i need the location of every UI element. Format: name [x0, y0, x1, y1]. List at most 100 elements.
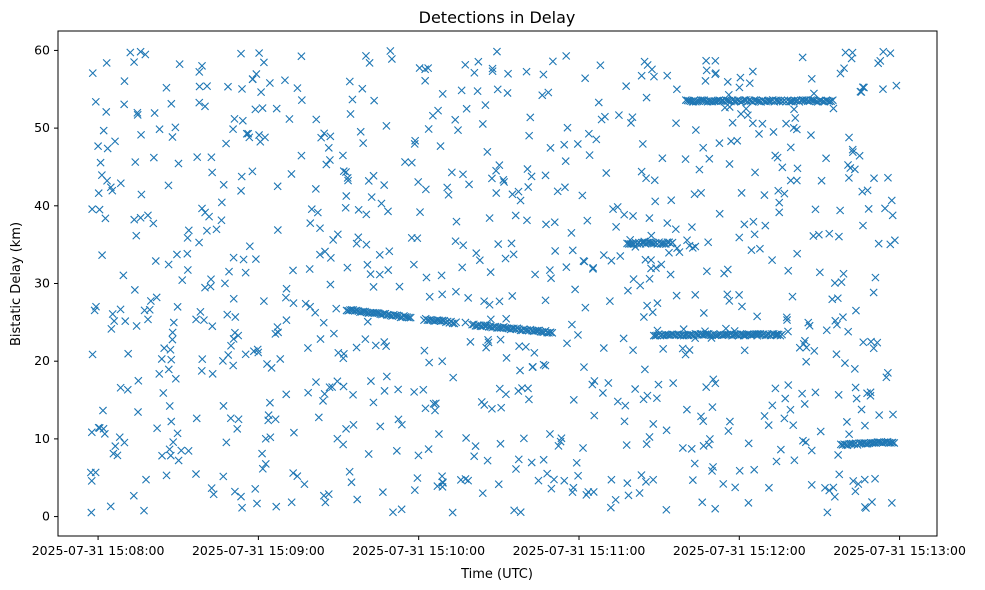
- data-point: [202, 226, 211, 235]
- data-point: [731, 483, 740, 492]
- data-point: [544, 88, 553, 97]
- data-point: [111, 137, 120, 146]
- data-point: [649, 72, 658, 81]
- data-point: [775, 208, 784, 217]
- data-point: [167, 417, 176, 426]
- data-point: [171, 374, 180, 383]
- data-point: [530, 348, 539, 357]
- data-point: [874, 239, 883, 248]
- data-point: [685, 241, 694, 250]
- data-point: [850, 165, 859, 174]
- y-tick-label: 10: [34, 431, 50, 446]
- data-point: [169, 438, 178, 447]
- data-point: [391, 311, 400, 320]
- data-point: [782, 313, 791, 322]
- data-point: [775, 198, 784, 207]
- data-point: [456, 475, 465, 484]
- data-point: [207, 275, 215, 284]
- data-point: [101, 214, 110, 223]
- data-point: [162, 83, 171, 92]
- data-point: [572, 458, 581, 467]
- data-point: [702, 383, 711, 392]
- data-point: [219, 180, 228, 189]
- data-point: [697, 412, 705, 421]
- data-point: [579, 256, 588, 265]
- data-point: [511, 325, 520, 334]
- data-point: [647, 231, 656, 240]
- data-point: [859, 83, 868, 92]
- data-point: [567, 228, 576, 237]
- data-point: [111, 442, 120, 451]
- data-point: [887, 498, 896, 507]
- data-point: [484, 338, 493, 347]
- chart-title: Detections in Delay: [419, 8, 576, 27]
- data-point: [888, 438, 897, 447]
- data-point: [747, 246, 756, 255]
- data-point: [488, 67, 497, 76]
- data-point: [319, 318, 328, 327]
- data-point: [650, 176, 659, 185]
- x-tick-label: 2025-07-31 15:13:00: [833, 543, 966, 558]
- data-point: [840, 359, 849, 368]
- data-point: [635, 489, 644, 497]
- data-point: [229, 125, 238, 134]
- data-point: [492, 189, 501, 198]
- data-point: [146, 297, 155, 305]
- data-point: [743, 111, 752, 120]
- data-point: [252, 70, 261, 79]
- data-point: [87, 428, 96, 437]
- data-point: [388, 508, 397, 517]
- data-point: [810, 346, 819, 355]
- data-point: [137, 130, 146, 139]
- data-point: [363, 260, 372, 269]
- data-point: [791, 114, 800, 123]
- data-point: [449, 373, 458, 382]
- data-point: [699, 417, 708, 426]
- data-point: [723, 265, 732, 274]
- data-point: [790, 105, 799, 114]
- data-point: [436, 142, 445, 151]
- data-point: [300, 480, 309, 489]
- data-point: [691, 126, 700, 135]
- data-point: [553, 187, 562, 196]
- data-point: [723, 290, 732, 299]
- data-point: [545, 430, 554, 439]
- data-point: [798, 53, 807, 62]
- data-point: [711, 504, 720, 513]
- data-point: [420, 346, 429, 355]
- data-point: [708, 97, 717, 106]
- data-point: [297, 151, 306, 160]
- data-point: [560, 476, 569, 485]
- data-point: [485, 300, 494, 309]
- data-point: [647, 65, 656, 74]
- data-point: [297, 52, 306, 61]
- data-point: [282, 284, 291, 293]
- data-point: [672, 291, 681, 300]
- data-point: [699, 308, 708, 317]
- data-point: [436, 316, 445, 325]
- data-point: [411, 136, 420, 145]
- data-point: [568, 246, 577, 255]
- x-tick-label: 2025-07-31 15:11:00: [513, 543, 646, 558]
- data-point: [539, 455, 548, 464]
- data-point: [196, 307, 205, 316]
- data-point: [638, 139, 647, 148]
- data-point: [579, 363, 588, 372]
- data-point: [229, 253, 238, 262]
- data-point: [328, 383, 337, 392]
- data-point: [107, 324, 116, 333]
- data-point: [809, 89, 818, 98]
- data-point: [807, 74, 816, 83]
- data-point: [888, 410, 897, 419]
- data-point: [671, 225, 680, 234]
- data-point: [134, 408, 143, 417]
- data-point: [510, 506, 519, 515]
- data-point: [87, 476, 96, 485]
- data-point: [514, 455, 523, 464]
- data-point: [461, 60, 470, 69]
- data-point: [171, 123, 180, 132]
- data-point: [801, 438, 810, 447]
- data-point: [658, 239, 667, 248]
